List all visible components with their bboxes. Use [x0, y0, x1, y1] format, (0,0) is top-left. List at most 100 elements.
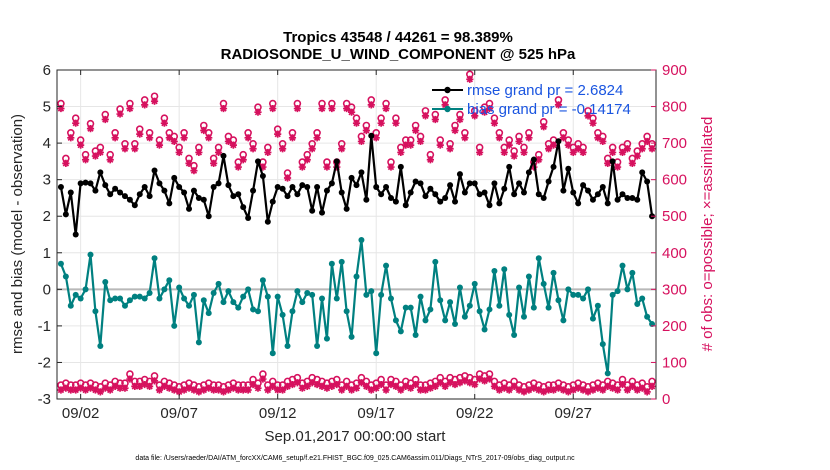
obs-assimilated-point	[57, 386, 65, 394]
obs-assimilated-point	[170, 137, 178, 146]
bias-point	[397, 328, 404, 335]
y-axis-left: -3 -2 -1 0 1 2 3 4 5 6	[38, 62, 62, 408]
obs-assimilated-point	[249, 380, 257, 389]
obs-assimilated-point	[421, 112, 430, 120]
x-tick-label: 09/12	[259, 405, 297, 422]
rmse-point	[353, 182, 360, 189]
bias-point	[284, 342, 291, 349]
rmse-point	[407, 189, 414, 196]
obs-assimilated-point	[150, 97, 159, 105]
bias-point	[87, 251, 94, 258]
obs-assimilated-point	[357, 137, 366, 146]
obs-assimilated-point	[106, 386, 114, 394]
bias-point	[565, 286, 572, 293]
bias-point	[525, 273, 532, 280]
bias-point	[402, 304, 409, 311]
rmse-point	[496, 200, 503, 207]
bias-point	[126, 297, 133, 304]
rmse-point	[240, 204, 247, 211]
obs-assimilated-point	[456, 379, 464, 387]
obs-assimilated-point	[111, 134, 119, 142]
obs-assimilated-point	[584, 112, 592, 120]
rmse-point	[373, 183, 380, 190]
obs-assimilated-point	[180, 134, 188, 142]
obs-assimilated-point	[549, 386, 558, 394]
rmse-point	[565, 165, 572, 172]
obs-assimilated-point	[264, 386, 272, 394]
bias-point	[348, 333, 355, 340]
obs-assimilated-point	[77, 141, 85, 149]
bias-point	[589, 315, 596, 322]
bias-point	[447, 299, 454, 306]
bias-point	[240, 293, 247, 300]
bias-point	[373, 350, 380, 357]
bias-point	[353, 273, 360, 280]
obs-assimilated-point	[436, 379, 444, 387]
obs-assimilated-point	[234, 386, 242, 394]
obs-assimilated-point	[564, 141, 572, 149]
obs-assimilated-point	[116, 384, 124, 392]
obs-assimilated-point	[91, 152, 100, 160]
rmse-series	[57, 132, 656, 238]
bias-point	[639, 295, 646, 302]
obs-assimilated-point	[274, 386, 282, 394]
x-tick-label: 09/02	[62, 405, 100, 422]
rmse-point	[62, 211, 69, 218]
bias-point	[92, 308, 99, 315]
rmse-point	[294, 191, 301, 198]
obs-assimilated-point	[436, 141, 444, 149]
bias-point	[117, 295, 124, 302]
obs-assimilated-point	[451, 126, 459, 135]
obs-assimilated-point	[224, 386, 233, 394]
bias-point	[220, 299, 227, 306]
obs-assimilated-point	[540, 123, 548, 131]
obs-assimilated-point	[279, 145, 287, 153]
bias-point	[506, 311, 513, 318]
obs-assimilated-point	[288, 134, 297, 142]
bias-point	[432, 258, 439, 265]
obs-assimilated-point	[628, 382, 636, 390]
obs-assimilated-point	[264, 148, 272, 157]
obs-assimilated-point	[205, 384, 213, 392]
obs-assimilated-point	[594, 384, 602, 392]
obs-assimilated-point	[554, 384, 563, 392]
bias-point	[363, 291, 370, 298]
bias-point	[230, 299, 237, 306]
obs-assimilated-point	[101, 384, 109, 392]
bias-point	[102, 279, 109, 286]
rmse-point	[570, 189, 577, 196]
rmse-point	[432, 191, 439, 198]
bias-point	[67, 302, 74, 309]
rmse-point	[516, 180, 523, 187]
rmse-point	[87, 180, 94, 187]
bias-point	[136, 293, 143, 300]
x-tick-label: 09/27	[554, 405, 592, 422]
rmse-point	[555, 138, 562, 145]
obs-assimilated-point	[200, 386, 208, 394]
x-axis: 09/02 09/07 09/12 09/17 09/22 09/27	[62, 70, 592, 422]
obs-assimilated-point	[633, 152, 641, 160]
obs-assimilated-point	[372, 384, 380, 392]
obs-assimilated-point	[288, 380, 297, 389]
obs-assimilated-point	[476, 148, 484, 157]
obs-assimilated-point	[313, 134, 321, 142]
rmse-point	[520, 189, 527, 196]
obs-assimilated-point	[205, 134, 213, 142]
bias-point	[466, 302, 473, 309]
bias-point	[378, 291, 385, 298]
obs-assimilated-point	[81, 156, 90, 164]
rmse-point	[363, 196, 370, 203]
rmse-point	[368, 132, 375, 139]
obs-assimilated-point	[180, 386, 188, 394]
obs-assimilated-point	[604, 382, 612, 390]
obs-assimilated-point	[283, 382, 292, 390]
obs-assimilated-point	[407, 384, 415, 392]
obs-assimilated-point	[146, 134, 154, 142]
bias-point	[383, 262, 390, 269]
obs-assimilated-point	[416, 386, 425, 394]
bias-point	[259, 277, 266, 284]
rmse-point	[589, 196, 596, 203]
y-tick-label: 5	[43, 99, 51, 116]
bias-point	[461, 313, 468, 320]
